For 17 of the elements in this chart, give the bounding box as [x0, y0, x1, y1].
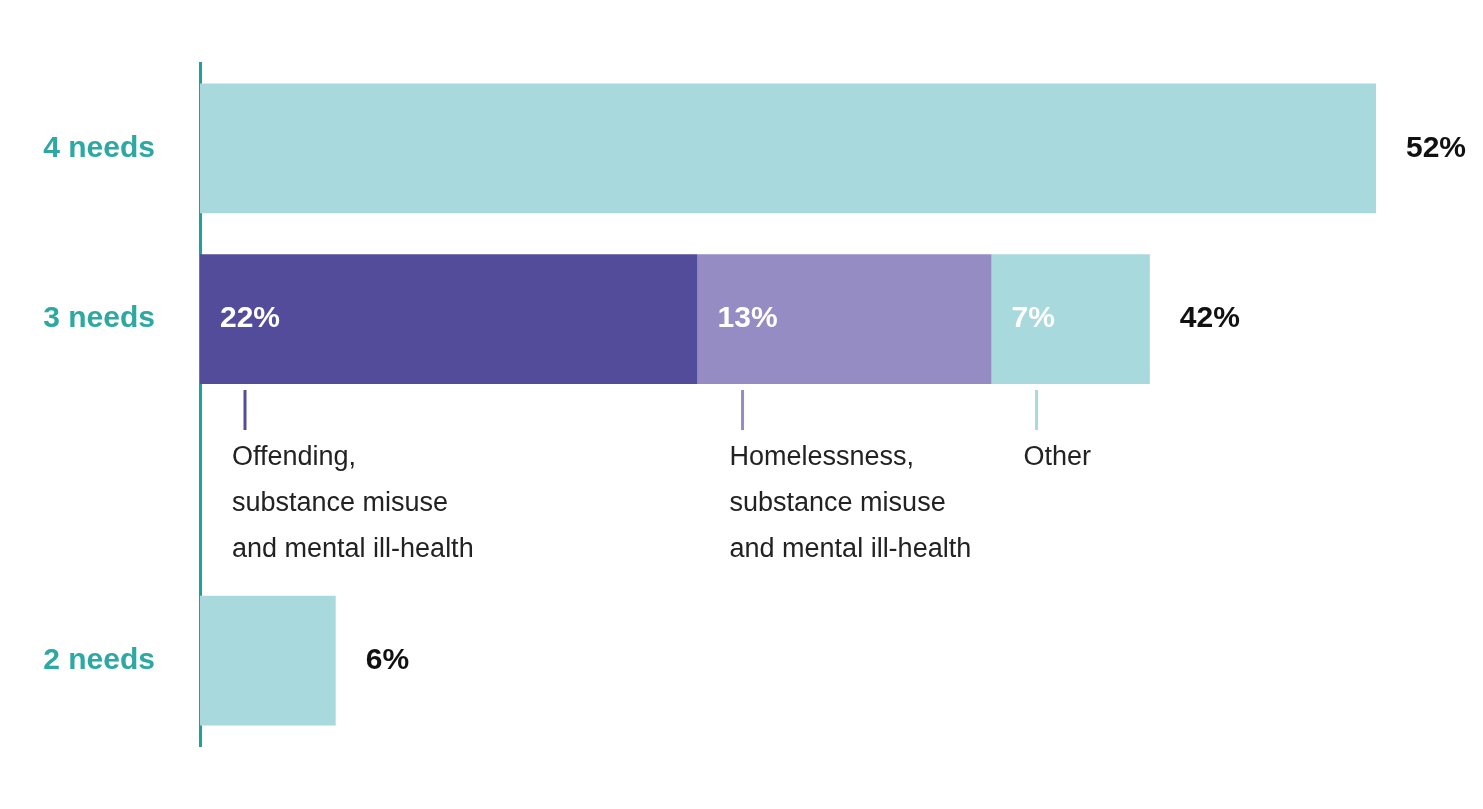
bar [200, 254, 698, 385]
total-label: 52% [1406, 129, 1467, 163]
y-tick-label: 3 needs [43, 300, 155, 334]
legend-label: Offending, substance misuse and mental ill-health [232, 440, 474, 563]
data-label: 13% [717, 300, 778, 334]
legend-label: Homelessness, substance misuse and mental ill-health [729, 440, 972, 563]
bar [200, 595, 336, 726]
bar [200, 83, 1376, 214]
data-label: 22% [220, 300, 281, 334]
data-label: 7% [1011, 300, 1055, 334]
y-tick-label: 4 needs [43, 129, 155, 163]
legend-label: Other [1023, 440, 1092, 471]
y-tick-label: 2 needs [43, 641, 155, 675]
total-label: 6% [365, 641, 410, 675]
bar [697, 254, 992, 385]
total-label: 42% [1179, 300, 1240, 334]
bar [991, 254, 1150, 385]
